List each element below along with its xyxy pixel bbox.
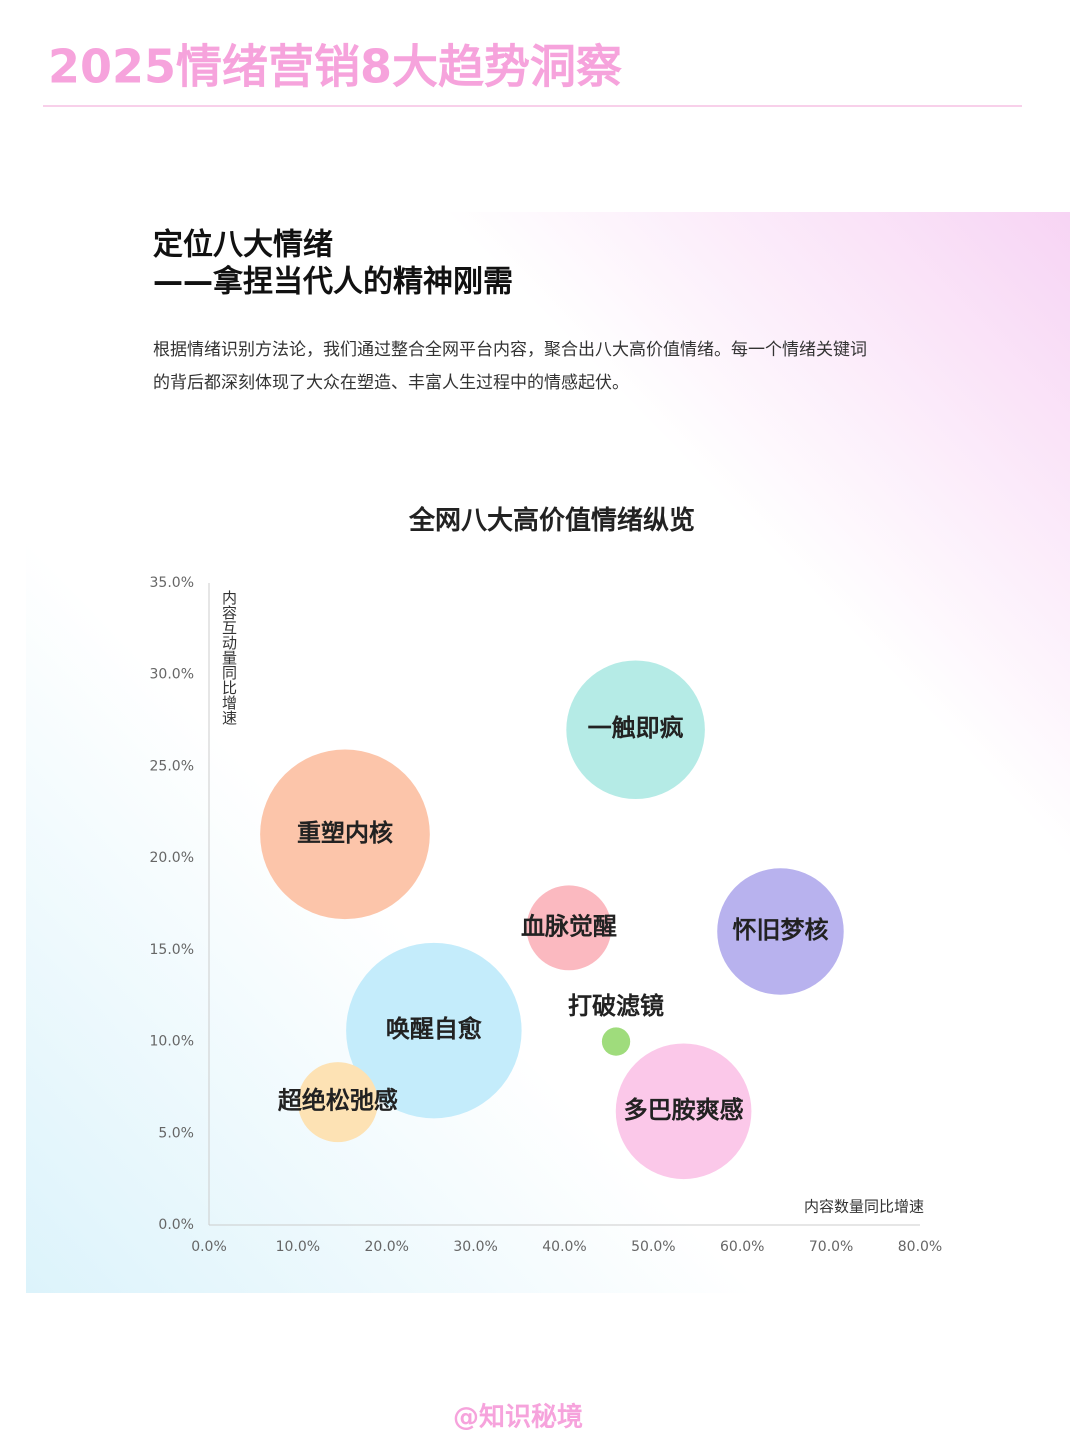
bubble bbox=[601, 1027, 631, 1056]
y-tick-label: 30.0% bbox=[150, 667, 194, 683]
x-tick-label: 40.0% bbox=[542, 1239, 586, 1255]
bubble-label: 多巴胺爽感 bbox=[624, 1095, 744, 1124]
page-title: 2025情绪营销8大趋势洞察 bbox=[48, 40, 622, 94]
x-tick-label: 30.0% bbox=[453, 1239, 497, 1255]
x-tick-label: 60.0% bbox=[720, 1239, 764, 1255]
bubble bbox=[260, 749, 430, 920]
bubble bbox=[526, 885, 612, 971]
card-title: 定位八大情绪 bbox=[153, 228, 333, 263]
bubble bbox=[615, 1043, 752, 1180]
bubble-label: 超绝松弛感 bbox=[278, 1086, 398, 1115]
y-tick-label: 10.0% bbox=[150, 1034, 194, 1050]
bubble-label: 怀旧梦核 bbox=[732, 915, 828, 944]
bubble bbox=[297, 1062, 378, 1143]
y-tick-label: 35.0% bbox=[150, 575, 194, 591]
y-axis-label: 内容互动量同比增速 bbox=[220, 590, 238, 726]
bubble bbox=[346, 942, 522, 1119]
x-tick-label: 0.0% bbox=[191, 1239, 227, 1255]
y-tick-label: 0.0% bbox=[158, 1217, 194, 1233]
y-tick-label: 25.0% bbox=[150, 758, 194, 774]
x-tick-label: 20.0% bbox=[365, 1239, 409, 1255]
bubble-label: 血脉觉醒 bbox=[521, 911, 617, 940]
x-tick-label: 70.0% bbox=[809, 1239, 853, 1255]
bubble bbox=[566, 660, 705, 800]
card-title: ——拿捏当代人的精神刚需 bbox=[153, 265, 513, 300]
bubble bbox=[717, 868, 844, 995]
x-tick-label: 80.0% bbox=[898, 1239, 942, 1255]
watermark: @知识秘境 bbox=[453, 1402, 583, 1433]
x-tick-label: 10.0% bbox=[276, 1239, 320, 1255]
bubble-label: 一触即疯 bbox=[588, 713, 684, 742]
description: 根据情绪识别方法论，我们通过整合全网平台内容，聚合出八大高价值情绪。每一个情绪关… bbox=[153, 340, 867, 360]
chart-title: 全网八大高价值情绪纵览 bbox=[408, 505, 695, 536]
x-tick-label: 50.0% bbox=[631, 1239, 675, 1255]
bubble-label: 重塑内核 bbox=[297, 818, 393, 847]
description: 的背后都深刻体现了大众在塑造、丰富人生过程中的情感起伏。 bbox=[153, 373, 629, 393]
y-tick-label: 20.0% bbox=[150, 850, 194, 866]
bubble-label: 唤醒自愈 bbox=[386, 1014, 483, 1043]
card bbox=[26, 212, 1070, 1293]
y-tick-label: 15.0% bbox=[150, 942, 194, 958]
bubble-label: 打破滤镜 bbox=[568, 991, 664, 1020]
y-tick-label: 5.0% bbox=[158, 1125, 194, 1141]
x-axis-label: 内容数量同比增速 bbox=[804, 1198, 924, 1216]
